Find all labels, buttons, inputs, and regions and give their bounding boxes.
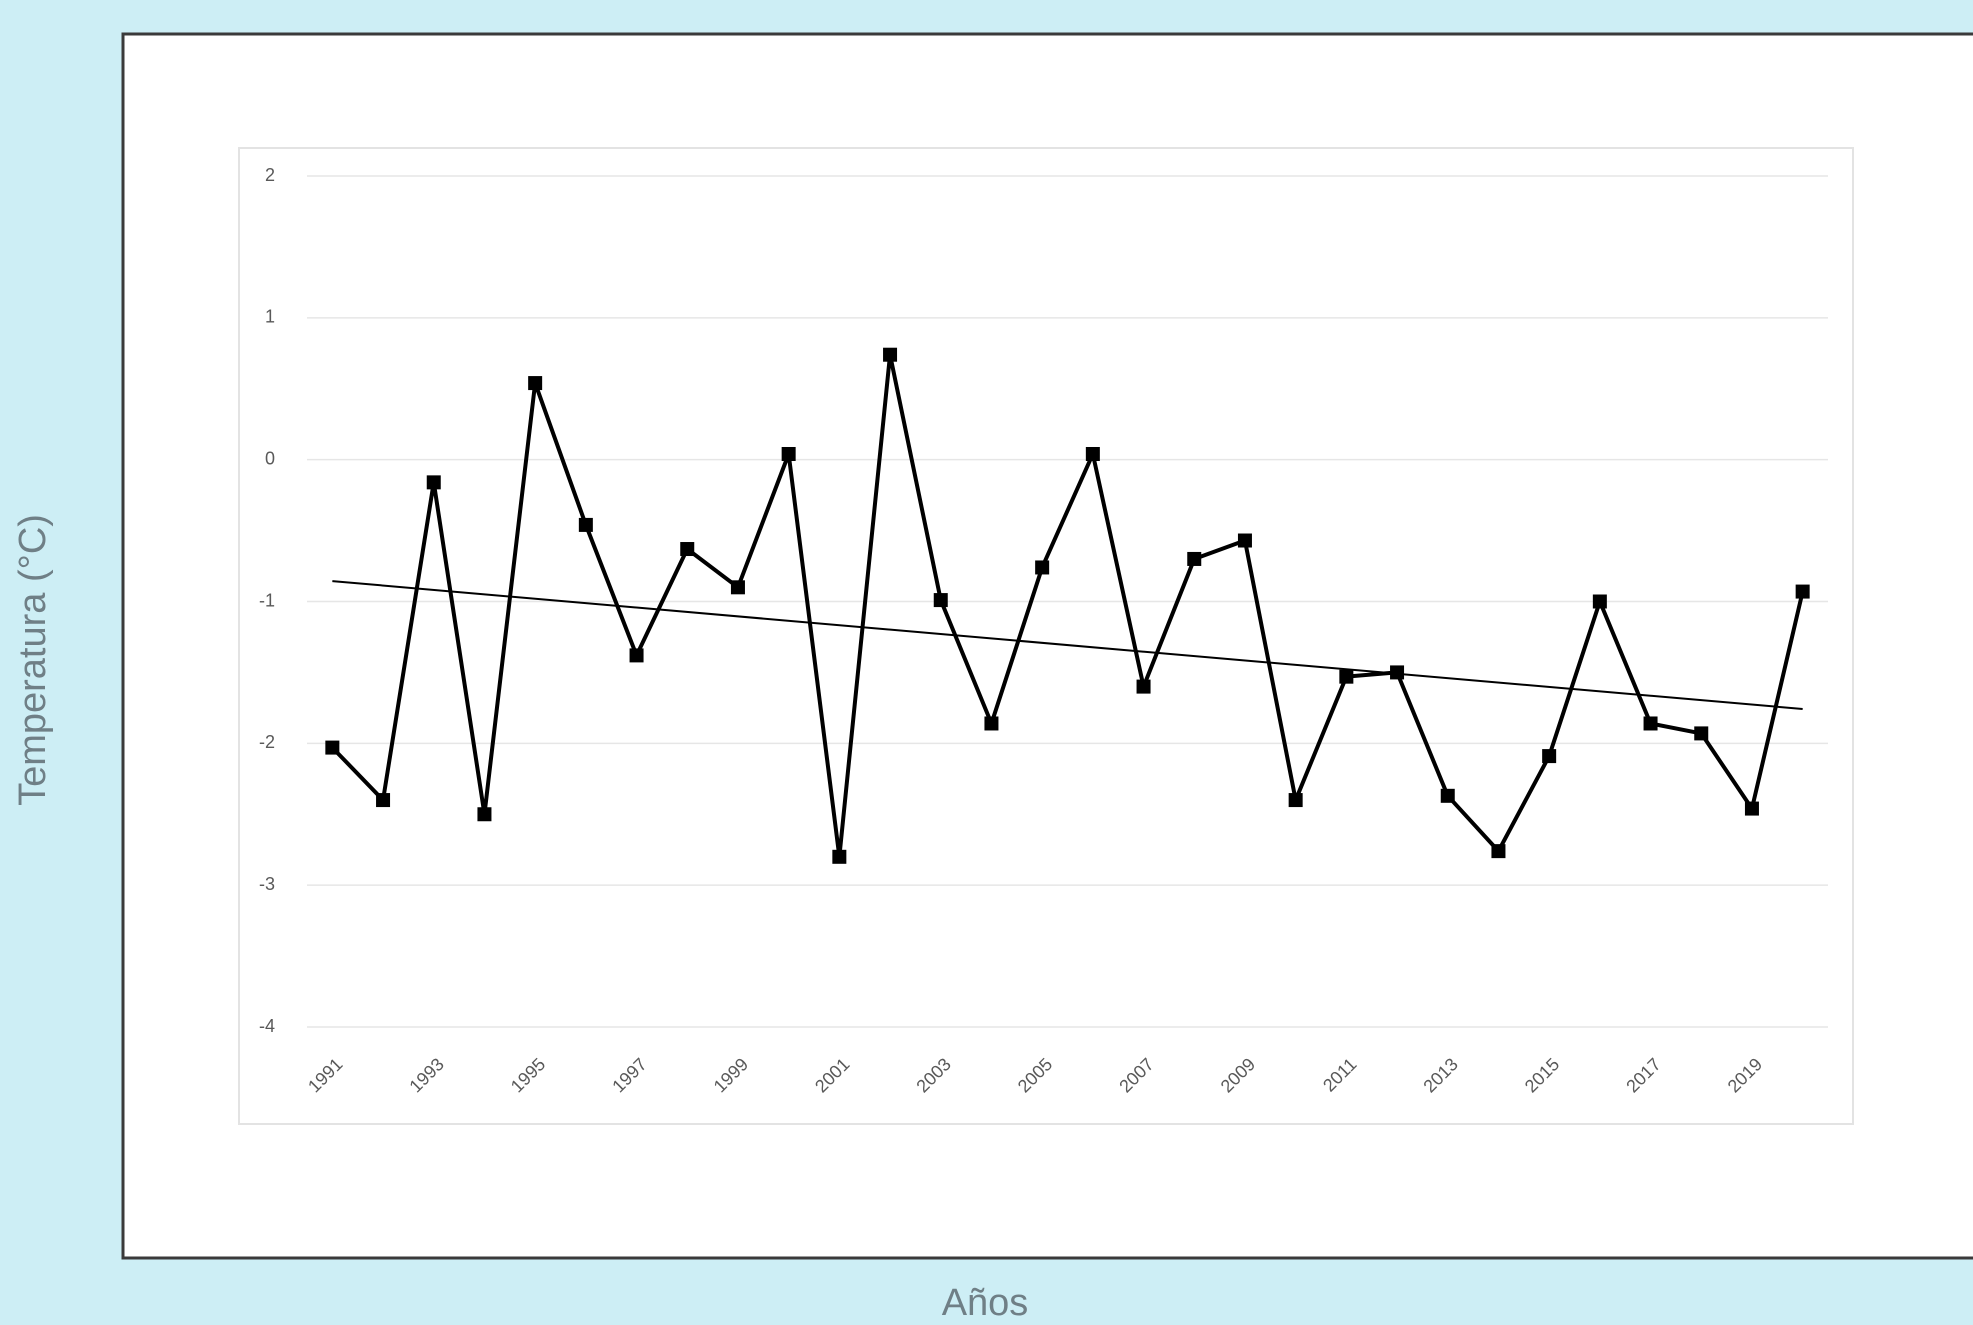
data-point xyxy=(1440,788,1455,803)
data-point xyxy=(1542,749,1557,764)
data-point xyxy=(1795,584,1810,599)
y-axis-title: Temperatura (°C) xyxy=(12,514,54,806)
data-point xyxy=(730,580,745,595)
data-point xyxy=(629,648,644,663)
data-point xyxy=(528,376,543,391)
y-tick-label: 0 xyxy=(265,448,275,468)
data-point xyxy=(781,446,796,461)
data-point xyxy=(1744,801,1759,816)
data-point xyxy=(1390,665,1405,680)
data-point xyxy=(1136,679,1151,694)
data-point xyxy=(1187,551,1202,566)
data-point xyxy=(984,716,999,731)
trend-line xyxy=(332,580,1803,710)
data-line xyxy=(330,352,1805,859)
y-tick-label: -1 xyxy=(259,590,275,610)
data-point xyxy=(1288,793,1303,808)
data-point xyxy=(1491,844,1506,859)
y-tick-label: -3 xyxy=(259,874,275,894)
data-point xyxy=(1035,560,1050,575)
y-tick-label: -2 xyxy=(259,732,275,752)
chart-frame xyxy=(238,147,1854,1125)
data-point xyxy=(578,517,593,532)
data-point xyxy=(1694,726,1709,741)
y-tick-label: -4 xyxy=(259,1016,275,1036)
data-point xyxy=(426,475,441,490)
data-point xyxy=(1592,594,1607,609)
data-point xyxy=(1237,533,1252,548)
y-tick-label: 2 xyxy=(265,165,275,185)
data-point xyxy=(933,593,948,608)
x-axis-title: Años xyxy=(942,1282,1029,1324)
data-point xyxy=(883,347,898,362)
data-point xyxy=(1339,669,1354,684)
data-point xyxy=(376,793,391,808)
data-point xyxy=(477,807,492,822)
data-point xyxy=(832,849,847,864)
y-tick-label: 1 xyxy=(265,307,275,327)
data-point xyxy=(1643,716,1658,731)
data-point xyxy=(680,542,695,557)
data-point xyxy=(325,740,340,755)
data-point xyxy=(1085,446,1100,461)
